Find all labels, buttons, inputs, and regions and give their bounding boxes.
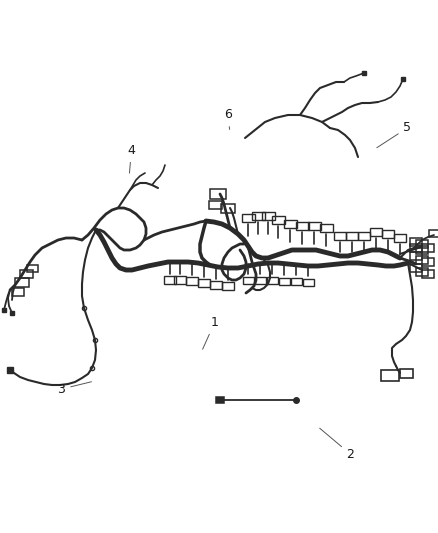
Bar (416, 268, 428, 276)
Bar (399, 368, 413, 377)
Text: 1: 1 (203, 316, 219, 349)
Bar (283, 220, 297, 228)
Bar (221, 204, 235, 213)
Bar (319, 224, 332, 232)
Bar (410, 238, 422, 246)
Bar (243, 277, 254, 284)
Bar (346, 232, 358, 240)
Bar (410, 244, 422, 252)
Bar (422, 244, 434, 252)
Bar (241, 214, 254, 222)
Bar (174, 276, 186, 284)
Text: 3: 3 (57, 382, 92, 395)
Bar (216, 397, 224, 403)
Bar (358, 232, 370, 240)
Bar (210, 281, 222, 289)
Text: 4: 4 (127, 144, 135, 173)
Bar (410, 252, 422, 260)
Bar (208, 201, 222, 209)
Bar (272, 216, 285, 224)
Bar (422, 258, 434, 266)
Bar (20, 270, 32, 278)
Text: 6: 6 (224, 108, 232, 130)
Bar (416, 240, 428, 248)
Bar (222, 282, 234, 290)
Bar (12, 288, 24, 296)
Bar (382, 230, 394, 238)
Bar (296, 222, 308, 230)
Bar (290, 278, 301, 285)
Bar (251, 212, 265, 220)
Bar (261, 212, 275, 220)
Bar (416, 246, 428, 254)
Bar (210, 189, 226, 199)
Bar (27, 264, 38, 271)
Bar (186, 277, 198, 285)
Bar (422, 270, 434, 278)
Bar (164, 276, 176, 284)
Bar (410, 264, 422, 272)
Bar (266, 277, 278, 284)
Bar (381, 369, 399, 381)
Text: 5: 5 (377, 122, 411, 148)
Bar (279, 278, 290, 285)
Bar (394, 234, 406, 242)
Bar (416, 256, 428, 264)
Bar (370, 228, 382, 236)
Bar (15, 278, 29, 287)
Bar (303, 279, 314, 286)
Bar (334, 232, 346, 240)
Bar (198, 279, 210, 287)
Text: 2: 2 (320, 428, 354, 461)
Bar (254, 277, 265, 284)
Bar (307, 222, 321, 230)
Bar (429, 230, 438, 237)
